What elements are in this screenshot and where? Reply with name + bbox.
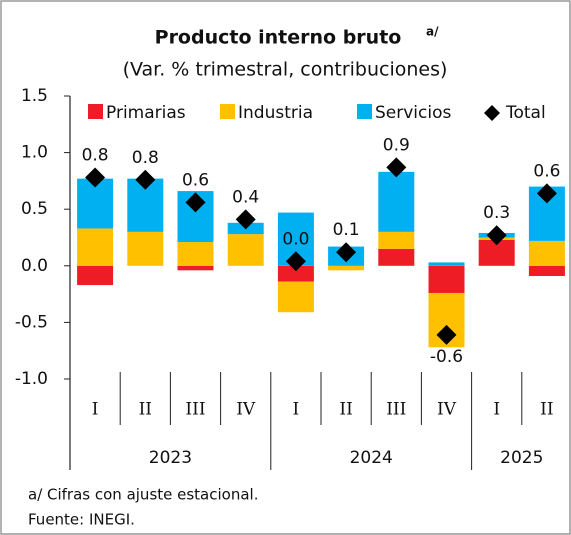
group-label: 2023 (149, 448, 192, 468)
legend-swatch (88, 104, 103, 119)
bar-segment (378, 231, 415, 249)
x-tick-label: III (185, 400, 205, 420)
x-tick-label: I (92, 400, 99, 420)
bar-segment (328, 265, 365, 271)
bar-segment (177, 242, 214, 266)
x-tick-label: IV (236, 400, 256, 420)
legend-swatch (357, 104, 372, 119)
data-label: 0.6 (182, 170, 209, 190)
y-tick-label: 1.0 (21, 143, 48, 163)
total-marker (486, 225, 507, 246)
total-marker (386, 157, 407, 178)
x-tick-label: II (139, 400, 152, 420)
total-marker (336, 242, 357, 263)
bar-segment (277, 265, 314, 282)
group-label: 2025 (500, 448, 543, 468)
x-tick-label: I (493, 400, 500, 420)
group-label: 2024 (350, 448, 393, 468)
x-tick-label: II (339, 400, 352, 420)
total-marker (536, 183, 557, 204)
bar-segment (77, 265, 114, 286)
bar-segment (528, 265, 565, 276)
x-tick-label: I (293, 400, 300, 420)
bar-segment (428, 265, 465, 293)
legend-swatch (484, 105, 500, 121)
y-tick-label: -0.5 (15, 312, 48, 332)
data-label: 0.8 (82, 146, 109, 166)
bar-segment (127, 231, 164, 266)
total-marker (185, 192, 206, 213)
bar-segment (277, 281, 314, 313)
footnote: Fuente: INEGI. (28, 511, 135, 529)
y-tick-label: -1.0 (15, 369, 48, 389)
legend-label: Industria (238, 103, 313, 123)
total-marker (285, 251, 306, 272)
legend-label: Primarias (106, 103, 186, 123)
bar-segment (177, 265, 214, 271)
bar-segment (227, 234, 264, 266)
bar-segment (378, 171, 415, 232)
data-label: 0.3 (483, 203, 510, 223)
bar-segment (428, 262, 465, 266)
data-label: -0.6 (430, 347, 463, 367)
y-tick-label: 0.0 (21, 256, 48, 276)
y-tick-label: 1.5 (21, 86, 48, 106)
data-label: 0.0 (282, 229, 309, 249)
legend-label: Total (505, 103, 546, 123)
chart-title: Producto interno bruto (155, 27, 402, 49)
data-label: 0.4 (232, 187, 259, 207)
x-tick-label: II (540, 400, 553, 420)
total-marker (235, 209, 256, 230)
x-tick-label: III (386, 400, 406, 420)
data-label: 0.8 (132, 148, 159, 168)
total-marker (436, 324, 457, 345)
title-note: a/ (426, 25, 439, 39)
bar-segment (528, 240, 565, 266)
x-tick-label: IV (437, 400, 457, 420)
total-marker (85, 167, 106, 188)
total-marker (135, 169, 156, 190)
footnote: a/ Cifras con ajuste estacional. (28, 486, 258, 504)
legend-label: Servicios (375, 103, 451, 123)
data-label: 0.1 (333, 220, 360, 240)
data-label: 0.9 (383, 135, 410, 155)
data-label: 0.6 (533, 161, 560, 181)
chart-subtitle: (Var. % trimestral, contribuciones) (123, 59, 448, 81)
y-tick-label: 0.5 (21, 199, 48, 219)
legend-swatch (220, 104, 235, 119)
bar-segment (378, 248, 415, 266)
bar-segment (77, 228, 114, 266)
